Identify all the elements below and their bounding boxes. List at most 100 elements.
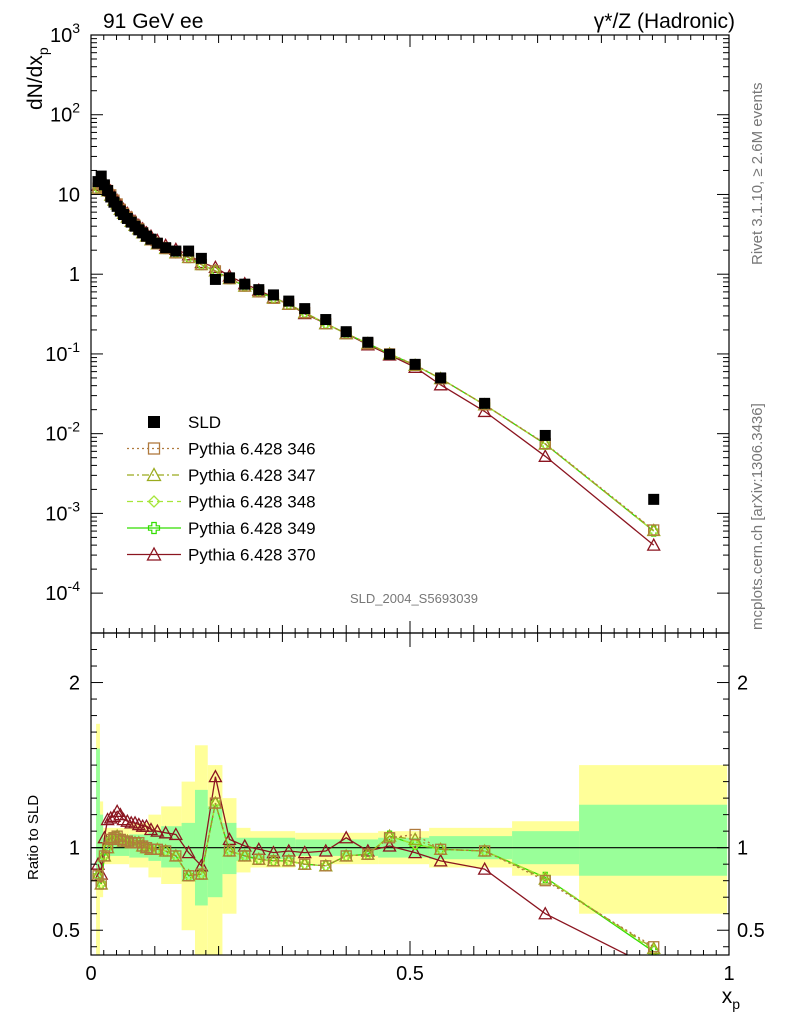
data-point: [648, 493, 660, 505]
legend: SLD Pythia 6.428 346 Pythia 6.428 347 Pythi…: [127, 413, 316, 565]
ratio-ylabel: Ratio to SLD: [25, 795, 42, 880]
y-tick-label: 10-1: [45, 339, 80, 366]
ratio-point-p370: [168, 827, 183, 841]
main-ylabel: dN/dxp: [24, 47, 51, 110]
ratio-point-p370: [360, 843, 375, 857]
ratio-plot: 0.5 0.51 12 20 0.5 1: [52, 632, 765, 985]
data-point: [145, 233, 157, 245]
watermark: SLD_2004_S5693039: [350, 591, 478, 606]
header-right: γ*/Z (Hadronic): [594, 10, 735, 33]
ratio-point-p346: [223, 845, 236, 857]
ratio-point-p346: [92, 870, 104, 882]
ratio-point-p370: [318, 843, 333, 857]
data-point: [340, 326, 352, 338]
side-text-mcplots: mcplots.cern.ch [arXiv:1306.3436]: [749, 403, 766, 630]
ratio-point-p346: [283, 855, 295, 867]
ratio-y-tick-label: 2: [69, 673, 80, 695]
error-band-inner: [222, 822, 237, 875]
main-line-p370: [97, 181, 655, 546]
x-tick-label: 1: [723, 963, 734, 985]
ratio-point-p346: [209, 797, 222, 809]
ratio-point-p346: [137, 840, 149, 852]
ratio-y-tick-label-right: 1: [737, 838, 748, 860]
main-point-p370: [208, 259, 223, 273]
legend-label-p348: Pythia 6.428 348: [188, 493, 316, 512]
main-frame: [90, 34, 730, 634]
legend-marker-data: [148, 416, 160, 428]
main-line-p348: [97, 183, 655, 532]
ratio-point-p370: [477, 861, 492, 875]
ratio-point-p346: [182, 870, 195, 882]
ratio-point-p346: [362, 848, 374, 860]
legend-label-p370: Pythia 6.428 370: [188, 546, 316, 565]
ratio-point-p346: [267, 855, 280, 867]
ratio-y-tick-label: 0.5: [52, 920, 80, 942]
data-point: [92, 176, 104, 188]
ratio-point-p370: [339, 830, 354, 844]
ratio-point-p370: [110, 803, 125, 817]
side-text-rivet: Rivet 3.1.10, ≥ 2.6M events: [749, 83, 766, 266]
data-point: [362, 336, 374, 348]
ratio-point-p346: [151, 843, 164, 855]
x-tick-label: 0: [85, 963, 96, 985]
ratio-point-p370: [538, 906, 553, 920]
x-tick-label: 0.5: [396, 963, 424, 985]
ratio-point-p346: [253, 853, 265, 865]
data-point: [239, 278, 251, 290]
main-line-p349: [97, 183, 655, 532]
data-point: [320, 314, 332, 326]
legend-label-p347: Pythia 6.428 347: [188, 466, 316, 485]
ratio-point-p346: [145, 843, 157, 855]
ratio-point-p370: [408, 845, 423, 859]
data-point: [195, 252, 207, 264]
data-point: [209, 273, 221, 285]
ratio-point-p370: [433, 853, 448, 867]
ratio-point-p346: [95, 878, 107, 890]
main-point-p370: [646, 537, 661, 551]
ratio-point-p370: [131, 817, 146, 831]
data-point: [98, 179, 110, 191]
y-tick-label: 10-4: [45, 578, 80, 605]
ratio-point-p346: [170, 850, 182, 862]
data-point: [183, 245, 195, 257]
data-point: [539, 429, 551, 441]
ratio-point-p370: [208, 769, 223, 783]
ratio-point-p370: [116, 812, 131, 826]
main-point-p370: [477, 404, 492, 418]
y-tick-label: 102: [50, 100, 80, 127]
ratio-point-p370: [120, 813, 135, 827]
ratio-y-tick-label: 1: [69, 838, 80, 860]
y-tick-label: 10-2: [45, 419, 80, 446]
ratio-y-tick-label-right: 0.5: [737, 920, 765, 942]
ratio-point-p346: [114, 833, 126, 846]
legend-marker-p348: [147, 495, 161, 508]
data-point: [170, 245, 182, 257]
ratio-point-p370: [266, 845, 281, 859]
ratio-point-p346: [299, 858, 311, 870]
legend-marker-p346: [147, 442, 161, 455]
error-band-inner: [207, 806, 223, 898]
header-left: 91 GeV ee: [103, 10, 203, 33]
ratio-point-p348: [409, 838, 422, 851]
ratio-point-p370: [382, 838, 397, 852]
ratio-point-p346: [98, 850, 111, 862]
ratio-y-tick-label-right: 2: [737, 673, 748, 695]
ratio-point-p370: [150, 823, 165, 837]
main-point-p370: [538, 448, 553, 462]
ratio-point-p346: [539, 875, 551, 887]
ratio-point-p370: [194, 858, 209, 872]
ratio-line-p370: [97, 776, 629, 955]
data-point: [409, 358, 421, 370]
data-point: [223, 272, 235, 284]
ratio-point-p346: [648, 941, 660, 953]
legend-marker-p349: [147, 521, 161, 535]
legend-label-data: SLD: [188, 413, 221, 432]
data-point: [160, 242, 172, 254]
error-band-inner: [96, 748, 100, 888]
legend-marker-p370: [146, 546, 162, 561]
data-point: [283, 295, 295, 307]
ratio-point-p346: [320, 860, 332, 872]
data-point: [151, 237, 163, 249]
